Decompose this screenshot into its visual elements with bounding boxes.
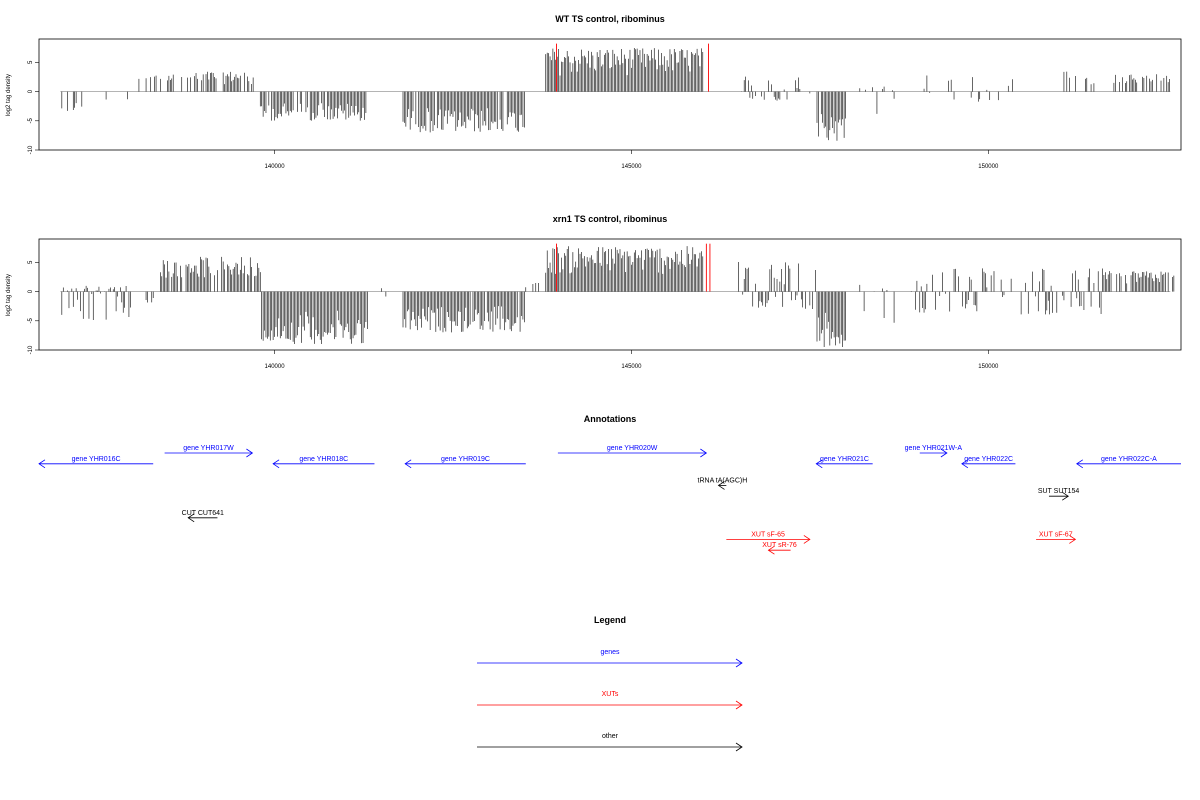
legend-label: other [602,733,619,740]
x-tick-label: 140000 [265,164,286,170]
legend-arrow-icon [735,742,743,752]
feature-label: gene YHR022C-A [1101,456,1157,463]
y-tick-label: -10 [28,345,34,354]
feature-gene-yhr020w: gene YHR020W [557,445,708,458]
strand-arrow-icon [940,448,948,458]
feature-gene-yhr021c: gene YHR021C [815,456,873,469]
wt-track-title: WT TS control, ribominus [555,14,665,24]
x-tick-label: 145000 [621,164,642,170]
annotation-features: gene YHR016C gene YHR017W gene YHR018C gene… [38,445,1181,555]
strand-arrow-icon [1076,459,1084,469]
feature-label: gene YHR017W [183,445,234,452]
strand-arrow-icon [803,535,811,544]
legend-items: genes XUTs other [477,649,743,752]
strand-arrow-icon [717,481,725,490]
feature-xut-sf-65: XUT sF-65 [726,531,811,544]
x-tick-label: 150000 [978,164,999,170]
legend-panel: Legend genes XUTs other [477,615,743,752]
legend-item-xuts: XUTs [477,691,743,710]
strand-arrow-icon [246,448,254,458]
feature-trna-ta-agc-h: tRNA tA(AGC)H [698,477,748,490]
feature-label: SUT SUT154 [1038,488,1080,495]
strand-arrow-icon [961,459,969,469]
y-tick-label: -5 [28,117,34,123]
feature-label: gene YHR019C [441,456,490,463]
y-tick-label: 0 [28,89,34,93]
xrn1-plot-frame [38,238,1182,351]
feature-xut-sf-67: XUT sF-67 [1036,531,1077,544]
xrn1-axes: -10 -5 0 5 140000 145000 150000 [28,260,999,370]
xrn1-bars [60,243,1175,348]
legend-label: genes [600,649,620,656]
y-tick-label: 5 [28,60,34,64]
strand-arrow-icon [1062,491,1069,501]
x-tick-label: 145000 [621,364,642,370]
feature-label: CUT CUT641 [182,510,224,517]
x-tick-label: 140000 [265,364,286,370]
wt-ylabel: log2 tag density [6,74,12,116]
feature-xut-sr-76: XUT sR-76 [762,542,797,555]
y-tick-label: -5 [28,317,34,323]
legend-arrow-icon [735,700,743,710]
feature-gene-yhr021w-a: gene YHR021W-A [905,445,963,458]
feature-label: gene YHR016C [72,456,121,463]
y-tick-label: 0 [28,289,34,293]
legend-label: XUTs [602,691,619,698]
feature-label: gene YHR018C [299,456,348,463]
density-bars [61,246,1175,348]
legend-item-other: other [477,733,743,752]
legend-item-genes: genes [477,649,743,668]
xrn1-track-title: xrn1 TS control, ribominus [553,214,668,224]
strand-arrow-icon [404,459,412,469]
strand-arrow-icon [187,513,195,523]
wt-bars [60,43,1171,141]
strand-arrow-icon [700,448,708,458]
annotations-title: Annotations [584,414,637,424]
feature-sut-sut154: SUT SUT154 [1038,488,1080,501]
strand-arrow-icon [767,545,775,555]
legend-arrow-icon [735,658,743,668]
x-tick-label: 150000 [978,364,999,370]
feature-label: gene YHR020W [607,445,658,452]
feature-label: gene YHR021C [820,456,869,463]
wt-track-panel: WT TS control, ribominus log2 tag densit… [6,14,1182,170]
xrn1-track-panel: xrn1 TS control, ribominus log2 tag dens… [6,214,1182,370]
density-bars [61,47,1170,141]
legend-title: Legend [594,615,626,625]
feature-gene-yhr017w: gene YHR017W [164,445,254,458]
feature-label: XUT sF-67 [1039,531,1073,538]
feature-label: tRNA tA(AGC)H [698,477,748,484]
feature-label: XUT sF-65 [751,531,785,538]
feature-gene-yhr018c: gene YHR018C [272,456,375,469]
feature-label: XUT sR-76 [762,542,797,549]
feature-gene-yhr022c-a: gene YHR022C-A [1076,456,1181,469]
strand-arrow-icon [1069,535,1077,544]
strand-arrow-icon [815,459,823,469]
y-tick-label: -10 [28,145,34,154]
xrn1-ylabel: log2 tag density [6,274,12,316]
wt-plot-frame [38,38,1182,151]
strand-arrow-icon [38,459,46,469]
y-tick-label: 5 [28,260,34,264]
feature-label: gene YHR022C [964,456,1013,463]
feature-gene-yhr016c: gene YHR016C [38,456,154,469]
feature-gene-yhr022c: gene YHR022C [961,456,1016,469]
wt-axes: -10 -5 0 5 140000 145000 150000 [28,60,999,170]
feature-cut-cut641: CUT CUT641 [182,510,224,523]
feature-label: gene YHR021W-A [905,445,963,452]
feature-gene-yhr019c: gene YHR019C [404,456,526,469]
strand-arrow-icon [272,459,280,469]
